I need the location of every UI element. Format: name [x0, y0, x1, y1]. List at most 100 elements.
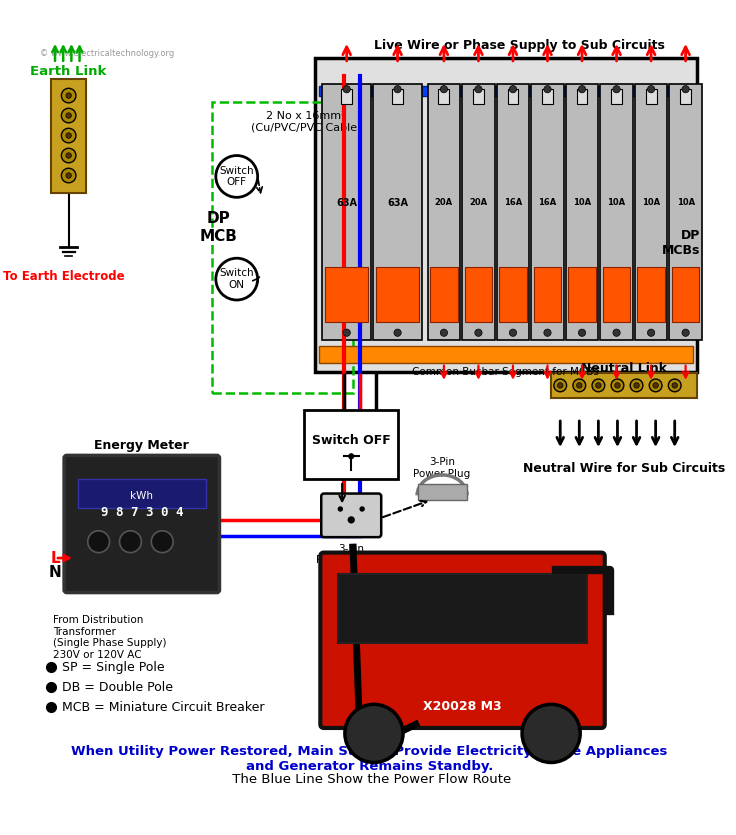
Bar	[78, 479, 206, 508]
Bar	[315, 58, 696, 372]
Bar	[603, 267, 630, 321]
Bar	[672, 267, 699, 321]
Text: N: N	[49, 565, 61, 580]
Circle shape	[613, 85, 620, 93]
Bar	[392, 89, 403, 104]
Circle shape	[216, 258, 258, 300]
Circle shape	[630, 379, 643, 392]
Bar	[542, 89, 553, 104]
Text: 10A: 10A	[676, 198, 695, 207]
Circle shape	[522, 705, 580, 762]
Bar	[342, 89, 352, 104]
Text: 9 8 7 3 0 4: 9 8 7 3 0 4	[101, 506, 183, 519]
Text: Live Wire or Phase Supply to Sub Circuits: Live Wire or Phase Supply to Sub Circuit…	[374, 39, 665, 52]
Circle shape	[345, 705, 403, 762]
Circle shape	[576, 382, 582, 388]
Circle shape	[61, 129, 76, 143]
Bar	[637, 267, 665, 321]
Circle shape	[152, 531, 173, 553]
Text: Earth Link: Earth Link	[30, 65, 107, 78]
Bar	[462, 84, 495, 340]
Text: 16A: 16A	[538, 198, 556, 207]
Text: X20028 M3: X20028 M3	[423, 700, 502, 712]
Bar	[568, 267, 595, 321]
FancyBboxPatch shape	[321, 493, 381, 537]
Text: 10A: 10A	[607, 198, 626, 207]
Circle shape	[119, 531, 141, 553]
Circle shape	[343, 85, 350, 93]
Circle shape	[359, 506, 365, 512]
Circle shape	[634, 382, 640, 388]
Circle shape	[66, 153, 71, 159]
Circle shape	[578, 329, 586, 337]
Circle shape	[573, 379, 586, 392]
Bar	[680, 89, 691, 104]
Circle shape	[61, 168, 76, 183]
Bar	[322, 84, 371, 340]
Text: SP = Single Pole: SP = Single Pole	[63, 660, 165, 674]
Bar	[465, 267, 492, 321]
Circle shape	[216, 155, 258, 197]
Bar	[338, 574, 587, 643]
Circle shape	[649, 379, 662, 392]
Circle shape	[615, 382, 620, 388]
Bar	[376, 267, 420, 321]
Text: 10A: 10A	[573, 198, 591, 207]
Text: kWh: kWh	[130, 491, 153, 501]
Circle shape	[347, 516, 355, 524]
Text: 2 No x 16mm²
(Cu/PVC/PVC Cable): 2 No x 16mm² (Cu/PVC/PVC Cable)	[250, 111, 361, 133]
Circle shape	[349, 453, 354, 459]
Circle shape	[338, 506, 343, 512]
Text: 3-Pin
Power Socket: 3-Pin Power Socket	[316, 544, 386, 565]
Circle shape	[578, 85, 586, 93]
Circle shape	[613, 329, 620, 337]
Bar	[634, 84, 668, 340]
Circle shape	[682, 329, 689, 337]
Text: Energy Meter: Energy Meter	[94, 439, 189, 452]
Circle shape	[544, 85, 551, 93]
Bar	[551, 372, 696, 398]
FancyBboxPatch shape	[320, 553, 605, 728]
Text: © www.electricaltechnology.org: © www.electricaltechnology.org	[40, 49, 174, 58]
Circle shape	[343, 329, 350, 337]
Circle shape	[653, 382, 658, 388]
Bar	[576, 89, 587, 104]
Circle shape	[66, 173, 71, 178]
Circle shape	[475, 329, 482, 337]
Text: 63A: 63A	[387, 198, 408, 208]
Text: The Blue Line Show the Power Flow Route: The Blue Line Show the Power Flow Route	[227, 773, 511, 787]
Circle shape	[509, 85, 517, 93]
FancyBboxPatch shape	[304, 410, 398, 479]
Circle shape	[61, 109, 76, 123]
Bar	[645, 89, 657, 104]
Circle shape	[557, 382, 563, 388]
Text: 20A: 20A	[435, 198, 453, 207]
Text: L: L	[50, 550, 60, 565]
Text: Neutral Link: Neutral Link	[581, 362, 667, 375]
Text: DP
MCB: DP MCB	[199, 211, 238, 244]
Text: 63A: 63A	[336, 198, 357, 208]
Bar	[439, 89, 450, 104]
Text: DP
MCBs: DP MCBs	[662, 229, 700, 256]
Circle shape	[595, 382, 601, 388]
Bar	[325, 267, 369, 321]
Circle shape	[394, 85, 401, 93]
Bar	[473, 89, 484, 104]
Text: When Utility Power Restored, Main Supply Provide Electricity to the Appliances
a: When Utility Power Restored, Main Supply…	[71, 745, 668, 773]
Bar	[669, 84, 702, 340]
Text: Switch
OFF: Switch OFF	[219, 165, 254, 187]
Bar	[497, 84, 529, 340]
Circle shape	[394, 329, 401, 337]
Bar	[508, 89, 518, 104]
Text: DB = Double Pole: DB = Double Pole	[63, 681, 173, 694]
Bar	[428, 84, 460, 340]
Text: Neutral Wire for Sub Circuits: Neutral Wire for Sub Circuits	[523, 462, 725, 474]
Text: Common Busbar Segment for MCBs: Common Busbar Segment for MCBs	[412, 367, 599, 377]
Bar	[534, 267, 561, 321]
Circle shape	[61, 89, 76, 103]
FancyBboxPatch shape	[64, 455, 219, 593]
Circle shape	[509, 329, 517, 337]
Circle shape	[61, 149, 76, 163]
Bar	[319, 85, 693, 97]
Circle shape	[88, 531, 110, 553]
